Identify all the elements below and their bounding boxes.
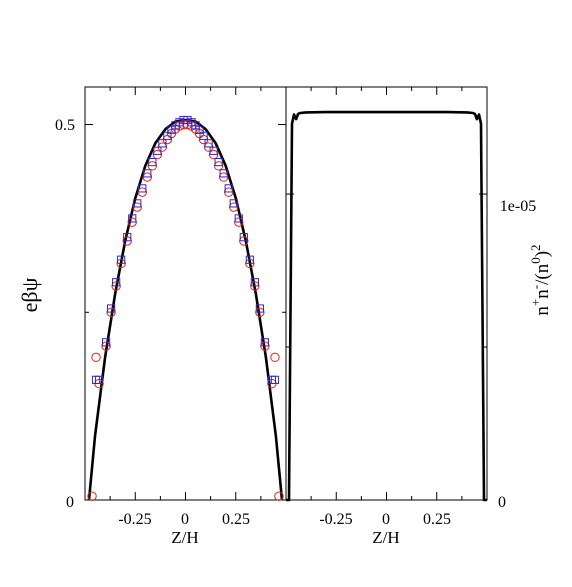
left-circle-point-36: [260, 341, 270, 351]
left-circle-point-5: [111, 281, 121, 291]
left-x-tick-label-0: -0.25: [118, 511, 151, 528]
left-circle-point-35: [255, 307, 265, 317]
left-square-point-30: [234, 214, 243, 223]
left-circle-point-26: [208, 149, 219, 160]
right-plot-frame: [285, 86, 488, 501]
left-circle-point-7: [122, 236, 132, 246]
left-circle-point-39: [274, 491, 284, 501]
left-square-point-26: [214, 157, 223, 167]
left-x-axis-label: Z/H: [171, 528, 198, 547]
left-circle-point-1: [91, 352, 101, 363]
ylabel-close: ): [532, 251, 553, 257]
left-square-point-25: [209, 146, 218, 155]
left-square-point-31: [239, 233, 248, 242]
left-square-point-3: [107, 304, 116, 313]
left-circle-point-6: [116, 258, 126, 269]
left-y-tick-label-0: 0: [66, 494, 74, 511]
left-square-point-4: [112, 278, 121, 287]
left-circle-point-4: [106, 307, 116, 317]
left-square-point-1: [94, 375, 104, 384]
left-circle-point-3: [101, 341, 111, 351]
right-x-tick-label-2: 0.25: [423, 511, 451, 528]
left-square-point-34: [255, 304, 264, 313]
left-circle-point-28: [218, 172, 229, 182]
left-square-point-27: [219, 169, 228, 178]
right-x-tick-label-0: -0.25: [319, 511, 352, 528]
left-y-tick-label-1: 0.5: [55, 117, 75, 134]
left-x-tick-label-2: 0.25: [222, 511, 250, 528]
left-circle-point-12: [147, 161, 158, 171]
left-square-point-13: [158, 139, 167, 148]
left-circle-point-27: [213, 161, 224, 171]
left-panel: 0 0.5 -0.25 0 0.25 Z/H eβψ: [17, 86, 287, 547]
left-circle-point-9: [132, 202, 142, 212]
left-y-axis-label: eβψ: [17, 277, 42, 312]
left-square-point-7: [128, 214, 137, 223]
left-circle-point-33: [245, 258, 255, 269]
right-plot-marks: [286, 110, 487, 502]
left-square-point-9: [138, 184, 147, 193]
left-circle-point-30: [229, 202, 239, 212]
left-plot-marks: [87, 115, 284, 501]
left-square-point-11: [148, 157, 157, 167]
left-axis-ticks: [85, 87, 286, 501]
left-circle-point-11: [142, 172, 153, 182]
left-square-point-32: [245, 255, 254, 264]
left-square-point-28: [224, 184, 233, 193]
left-square-point-12: [153, 146, 162, 155]
left-square-point-33: [250, 278, 259, 287]
left-circle-point-34: [250, 281, 260, 291]
right-series-line-0: [286, 110, 487, 502]
right-x-tick-label-1: 0: [382, 511, 390, 528]
ylabel-open: /(n: [532, 263, 553, 285]
left-circle-point-0: [87, 491, 97, 501]
left-circle-point-10: [137, 187, 147, 197]
left-square-point-35: [260, 338, 269, 347]
left-circle-point-32: [239, 236, 249, 246]
left-square-point-8: [133, 199, 142, 208]
left-square-point-23: [199, 131, 208, 140]
left-square-point-37: [270, 375, 280, 384]
left-square-point-2: [102, 338, 111, 347]
right-y-tick-label-0: 0: [498, 494, 506, 511]
ylabel-n2: n: [532, 289, 553, 299]
left-circle-point-29: [224, 187, 234, 197]
left-circle-point-38: [270, 352, 280, 363]
right-y-tick-label-1: 1e-05: [500, 198, 536, 215]
right-axis-ticks: [286, 87, 487, 501]
ylabel-sup-minus: -: [528, 285, 543, 289]
left-series-line-0: [87, 118, 284, 501]
left-circle-point-13: [152, 149, 163, 160]
left-square-point-29: [229, 199, 238, 208]
left-x-tick-label-1: 0: [181, 511, 189, 528]
left-square-point-24: [204, 139, 213, 148]
left-square-point-10: [143, 169, 152, 178]
ylabel-sup-plus: +: [528, 299, 543, 306]
right-x-axis-label: Z/H: [372, 528, 399, 547]
ylabel-sup-two: 2: [528, 244, 543, 251]
ylabel-n1: n: [532, 306, 553, 316]
ylabel-sup-zero: 0: [528, 257, 543, 264]
left-circle-point-31: [234, 217, 244, 227]
left-square-point-5: [117, 255, 126, 264]
left-square-point-6: [123, 233, 132, 242]
right-y-axis-label: n+n-/(n0)2: [528, 244, 553, 315]
left-circle-point-8: [127, 217, 137, 227]
right-panel: 0 1e-05 -0.25 0 0.25 Z/H n+n-/(n0)2: [285, 86, 553, 547]
